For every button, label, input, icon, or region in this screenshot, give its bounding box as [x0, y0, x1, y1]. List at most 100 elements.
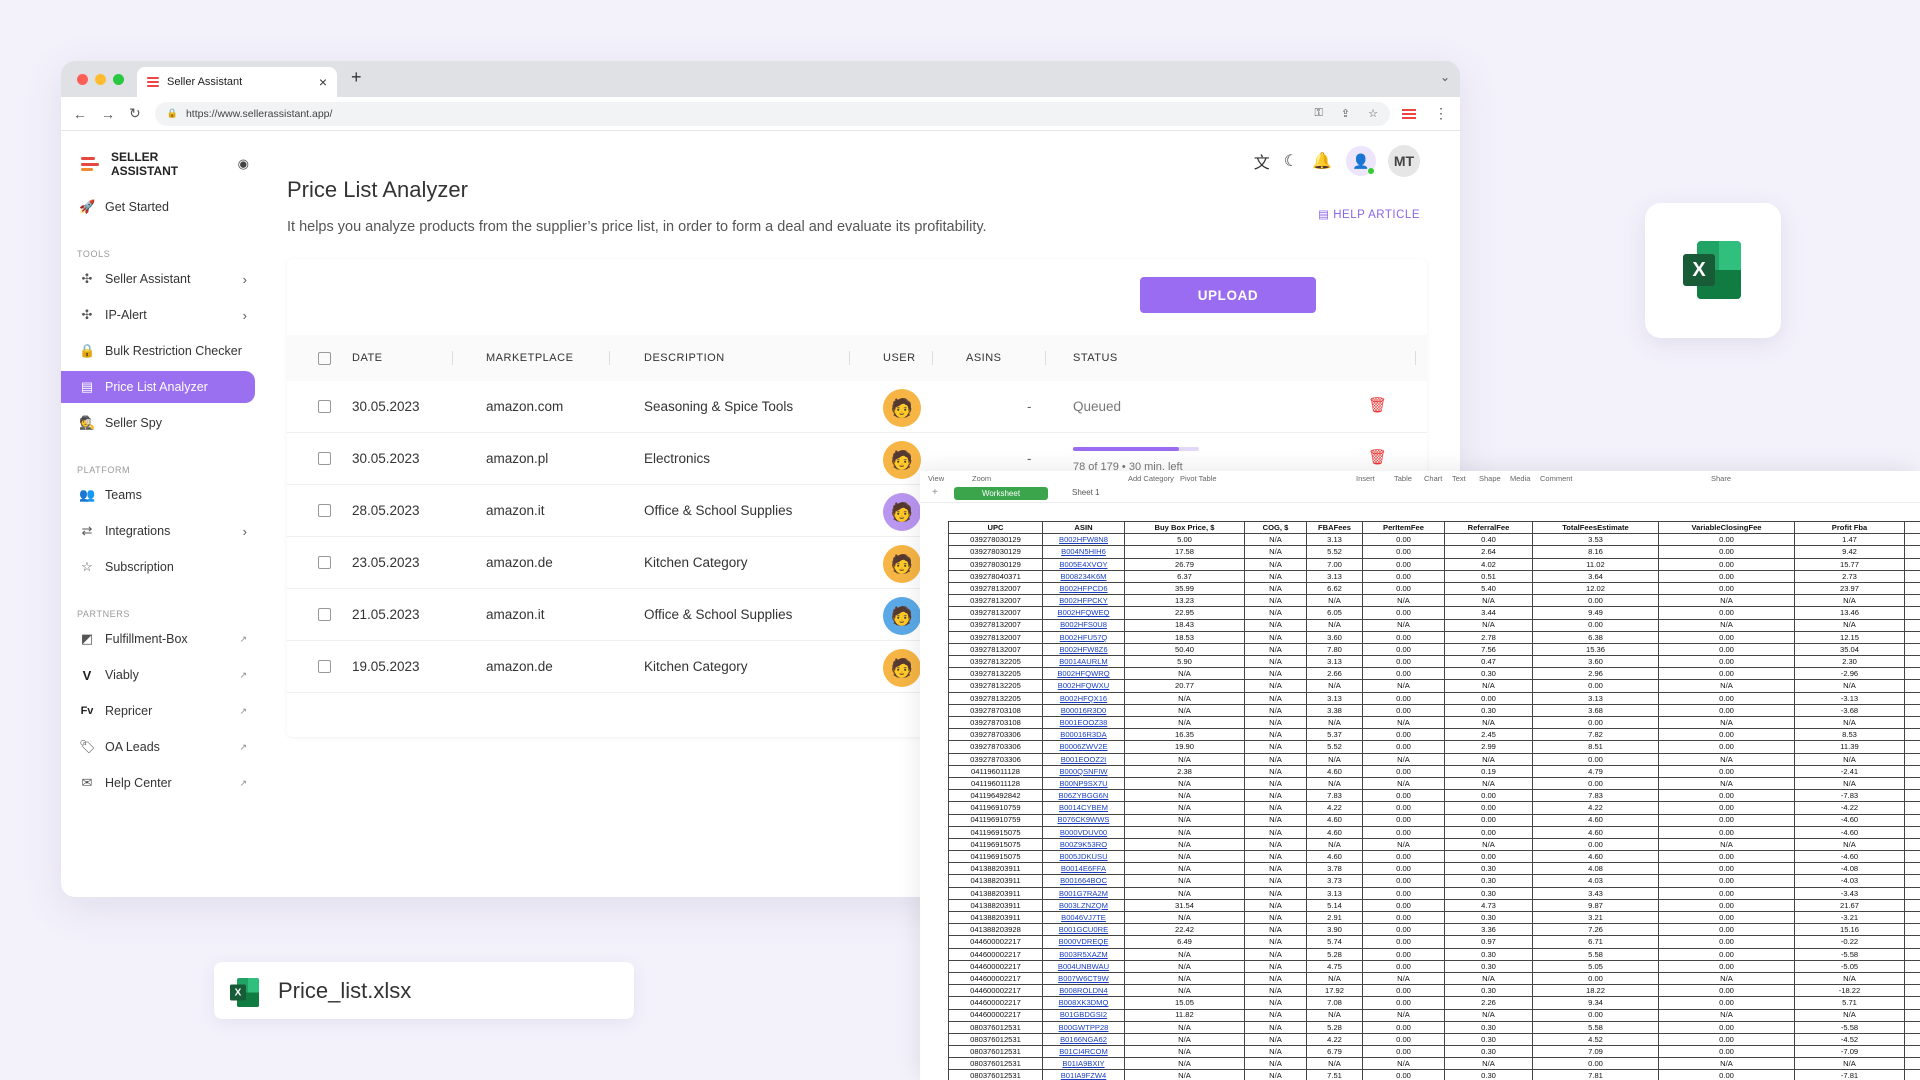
asin-link[interactable]: B002HFQX16 [1042, 691, 1125, 705]
row-checkbox[interactable] [318, 608, 331, 621]
asin-link[interactable]: B00Z9K53RO [1042, 837, 1125, 852]
column-header[interactable]: Profit [1904, 520, 1920, 535]
sidebar-item-oa-leads[interactable]: 🏷 OA Leads ↗ [79, 739, 247, 754]
toolbar-item[interactable]: View [928, 474, 945, 483]
trash-icon[interactable]: 🗑 [1368, 397, 1388, 414]
toolbar-item[interactable]: Add Category [1128, 474, 1174, 483]
toolbar-item[interactable]: Chart [1424, 474, 1443, 483]
upload-button[interactable]: UPLOAD [1140, 277, 1316, 313]
toolbar-item[interactable]: Table [1394, 474, 1412, 483]
sheet-tab-sheet-1[interactable]: Sheet 1 [1072, 488, 1100, 497]
sidebar-item-help-center[interactable]: ✉ Help Center ↗ [61, 767, 257, 799]
asin-link[interactable]: B008234K6M [1042, 569, 1125, 583]
column-status[interactable]: STATUS [1073, 352, 1118, 364]
column-description[interactable]: DESCRIPTION [644, 352, 725, 364]
tab-list-chevron-icon[interactable]: ⌄ [1439, 70, 1450, 84]
bookmark-star-icon[interactable]: ☆ [1368, 108, 1378, 120]
row-checkbox[interactable] [318, 400, 331, 413]
asin-link[interactable]: B06ZYBGG6N [1042, 789, 1125, 803]
toolbar-item[interactable]: Insert [1356, 474, 1375, 483]
asin-link[interactable]: B003LZNZQM [1042, 898, 1125, 913]
asin-link[interactable]: B00016R3D0 [1042, 703, 1125, 718]
asin-link[interactable]: B0006ZWV2E [1042, 740, 1125, 754]
asin-link[interactable]: B0014E6FFA [1042, 862, 1125, 876]
minimize-window-dot[interactable] [95, 74, 106, 85]
column-header[interactable]: ReferralFee [1444, 520, 1533, 535]
toolbar-item[interactable]: Share [1711, 474, 1732, 483]
table-row[interactable]: 21.05.2023 amazon.it Office & School Suppl… [287, 589, 1427, 641]
asin-link[interactable]: B01CI4RCOM [1042, 1045, 1125, 1059]
column-date[interactable]: DATE [352, 352, 383, 364]
toolbar-item[interactable]: Pivot Table [1180, 474, 1217, 483]
add-sheet-icon[interactable]: + [932, 487, 938, 498]
sidebar-item-teams[interactable]: 👥 Teams [79, 487, 142, 502]
asin-link[interactable]: B00016R3DA [1042, 728, 1125, 742]
asin-link[interactable]: B0014CYBEM [1042, 801, 1125, 815]
toolbar-item[interactable]: Zoom [972, 474, 992, 483]
asin-link[interactable]: B0166NGA62 [1042, 1032, 1125, 1047]
sidebar-item-get-started[interactable]: 🚀 Get Started [79, 199, 169, 214]
asin-link[interactable]: B076CK9WWS [1042, 813, 1125, 827]
sidebar-item-seller-assistant[interactable]: ✣ Seller Assistant › [61, 263, 257, 295]
url-field[interactable]: 🔒 https://www.sellerassistant.app/ ⚿ ⇪ ☆ [154, 101, 1390, 126]
file-card[interactable]: X Price_list.xlsx [214, 962, 634, 1019]
asin-link[interactable]: B002HFW8Z6 [1042, 642, 1125, 657]
asin-link[interactable]: B01GBDGSI2 [1042, 1008, 1125, 1022]
sidebar-item-subscription[interactable]: ☆ Subscription [61, 551, 257, 583]
row-checkbox[interactable] [318, 556, 331, 569]
asin-link[interactable]: B000VDUV00 [1042, 825, 1125, 839]
sidebar-item-bulk-restriction-checker[interactable]: 🔒 Bulk Restriction Checker [79, 343, 242, 358]
asin-link[interactable]: B005JDKUSU [1042, 850, 1125, 864]
reload-icon[interactable]: ↻ [129, 105, 141, 121]
asin-link[interactable]: B002HFQWXU [1042, 679, 1125, 693]
asin-link[interactable]: B002HFPCKY [1042, 594, 1125, 608]
asin-link[interactable]: B002HFQWEQ [1042, 606, 1125, 620]
browser-menu-icon[interactable]: ⋮ [1434, 105, 1448, 121]
asin-link[interactable]: B004UNBWAU [1042, 959, 1125, 973]
asin-link[interactable]: B001GCU0RE [1042, 923, 1125, 937]
toolbar-item[interactable]: Shape [1479, 474, 1501, 483]
asin-link[interactable]: B002HFPCD6 [1042, 581, 1125, 596]
zoom-window-dot[interactable] [113, 74, 124, 85]
sheet-tab-worksheet[interactable]: Worksheet [954, 487, 1048, 500]
extension-icon[interactable] [1402, 108, 1416, 119]
browser-tab[interactable]: Seller Assistant × [137, 67, 337, 97]
sidebar-item-integrations[interactable]: ⇄ Integrations › [61, 515, 257, 547]
translate-icon[interactable]: 文 [1253, 155, 1270, 172]
asin-link[interactable]: B000QSNFIW [1042, 764, 1125, 778]
sidebar-item-seller-spy[interactable]: 🕵 Seller Spy [79, 415, 162, 430]
column-header[interactable]: PerItemFee [1362, 520, 1445, 535]
close-window-dot[interactable] [77, 74, 88, 85]
asin-link[interactable]: B002HFW8N8 [1042, 533, 1125, 547]
share-icon[interactable]: ⇪ [1340, 108, 1351, 120]
table-row[interactable]: 30.05.2023 amazon.com Seasoning & Spice To… [287, 381, 1427, 433]
table-row[interactable]: 28.05.2023 amazon.it Office & School Suppl… [287, 485, 1427, 537]
avatar[interactable]: MT [1388, 145, 1420, 177]
asin-link[interactable]: B008XK3DMQ [1042, 996, 1125, 1010]
asin-link[interactable]: B007W6CT9W [1042, 971, 1125, 986]
asin-link[interactable]: B001EOOZ2I [1042, 752, 1125, 766]
row-checkbox[interactable] [318, 660, 331, 673]
trash-icon[interactable]: 🗑 [1368, 449, 1388, 466]
select-all-checkbox[interactable] [318, 352, 331, 365]
forward-icon[interactable]: → [101, 105, 115, 122]
table-row[interactable]: 23.05.2023 amazon.de Kitchen Category 🧑 [287, 537, 1427, 589]
asin-link[interactable]: B01IA9BXIY [1042, 1057, 1125, 1071]
new-tab-icon[interactable]: + [351, 67, 362, 87]
asin-link[interactable]: B002HFU57Q [1042, 630, 1125, 644]
asin-link[interactable]: B001EOOZ38 [1042, 715, 1125, 730]
sidebar-item-fulfillment-box[interactable]: ◩ Fulfillment-Box ↗ [80, 631, 247, 646]
toolbar-item[interactable]: Text [1452, 474, 1466, 483]
column-header[interactable]: UPC [948, 520, 1043, 535]
asin-link[interactable]: B000VDREQE [1042, 935, 1125, 949]
asin-link[interactable]: B0014AURLM [1042, 655, 1125, 669]
asin-link[interactable]: B00NP9SX7U [1042, 776, 1125, 791]
row-checkbox[interactable] [318, 504, 331, 517]
asin-link[interactable]: B005E4XVOY [1042, 557, 1125, 571]
column-asins[interactable]: ASINS [966, 352, 1002, 364]
sidebar-item-price-list-analyzer[interactable]: ▤ Price List Analyzer [61, 371, 255, 403]
back-icon[interactable]: ← [73, 105, 87, 122]
table-row[interactable]: 30.05.2023 amazon.pl Electronics 🧑 - 78 of 17… [287, 433, 1427, 485]
sidebar-toggle-icon[interactable]: ◉ [237, 156, 249, 171]
column-header[interactable]: FBAFees [1306, 520, 1363, 535]
